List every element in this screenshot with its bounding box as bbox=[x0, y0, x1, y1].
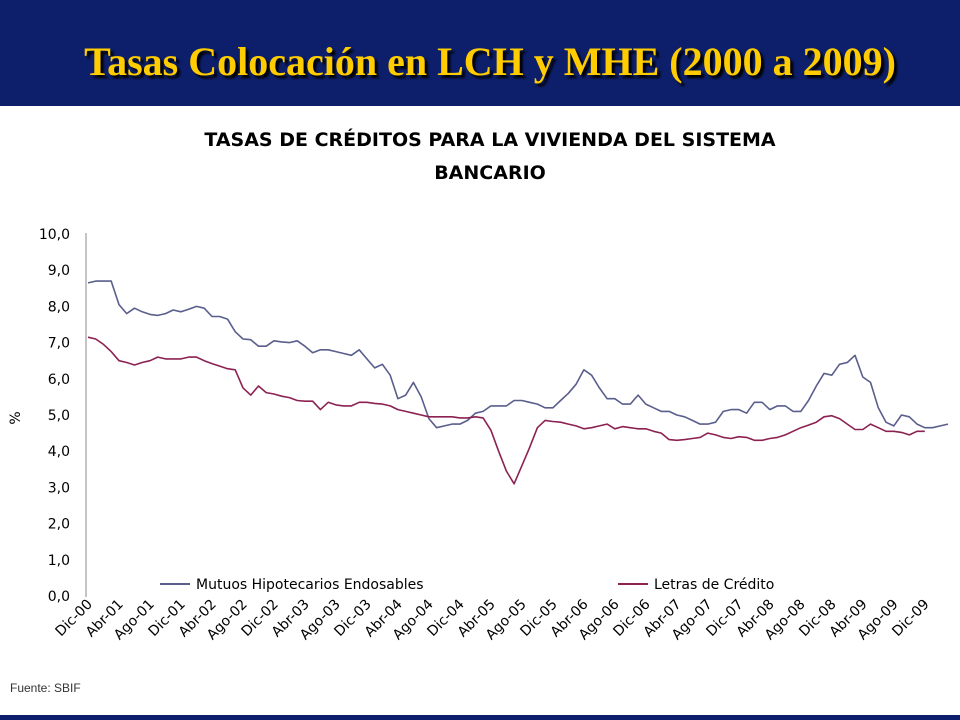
chart-title-line-2: BANCARIO bbox=[434, 162, 546, 184]
y-axis-label: % bbox=[8, 411, 24, 424]
chart-legend: Mutuos Hipotecarios Endosables Letras de… bbox=[160, 577, 774, 593]
y-axis-ticks: 0,0 1,0 2,0 3,0 4,0 5,0 6,0 7,0 8,0 9,0 10,0 bbox=[39, 227, 70, 605]
y-tick-label: 7,0 bbox=[48, 336, 70, 352]
y-tick-label: 9,0 bbox=[48, 263, 70, 279]
series-line-letras bbox=[87, 336, 925, 485]
legend-label-mutuos: Mutuos Hipotecarios Endosables bbox=[196, 577, 424, 593]
y-tick-label: 8,0 bbox=[48, 299, 70, 315]
y-tick-label: 6,0 bbox=[48, 372, 70, 388]
y-tick-label: 1,0 bbox=[48, 553, 70, 569]
chart-title-line-1: TASAS DE CRÉDITOS PARA LA VIVIENDA DEL S… bbox=[204, 128, 776, 151]
y-tick-label: 0,0 bbox=[48, 589, 70, 605]
slide-header bbox=[0, 0, 960, 106]
footer-bar bbox=[0, 715, 960, 720]
source-note: Fuente: SBIF bbox=[10, 681, 81, 695]
series-layer bbox=[87, 280, 949, 485]
x-axis-ticks: Dic-00Abr-01Ago-01Dic-01Abr-02Ago-02Dic-… bbox=[53, 596, 933, 643]
y-tick-label: 4,0 bbox=[48, 444, 70, 460]
y-tick-label: 3,0 bbox=[48, 480, 70, 496]
slide-title: Tasas Colocación en LCH y MHE (2000 a 20… bbox=[84, 39, 896, 84]
series-line-mutuos bbox=[87, 280, 949, 429]
y-tick-label: 2,0 bbox=[48, 517, 70, 533]
legend-label-letras: Letras de Crédito bbox=[654, 577, 774, 593]
y-tick-label: 5,0 bbox=[48, 408, 70, 424]
y-tick-label: 10,0 bbox=[39, 227, 70, 243]
line-chart: TASAS DE CRÉDITOS PARA LA VIVIENDA DEL S… bbox=[8, 128, 949, 643]
